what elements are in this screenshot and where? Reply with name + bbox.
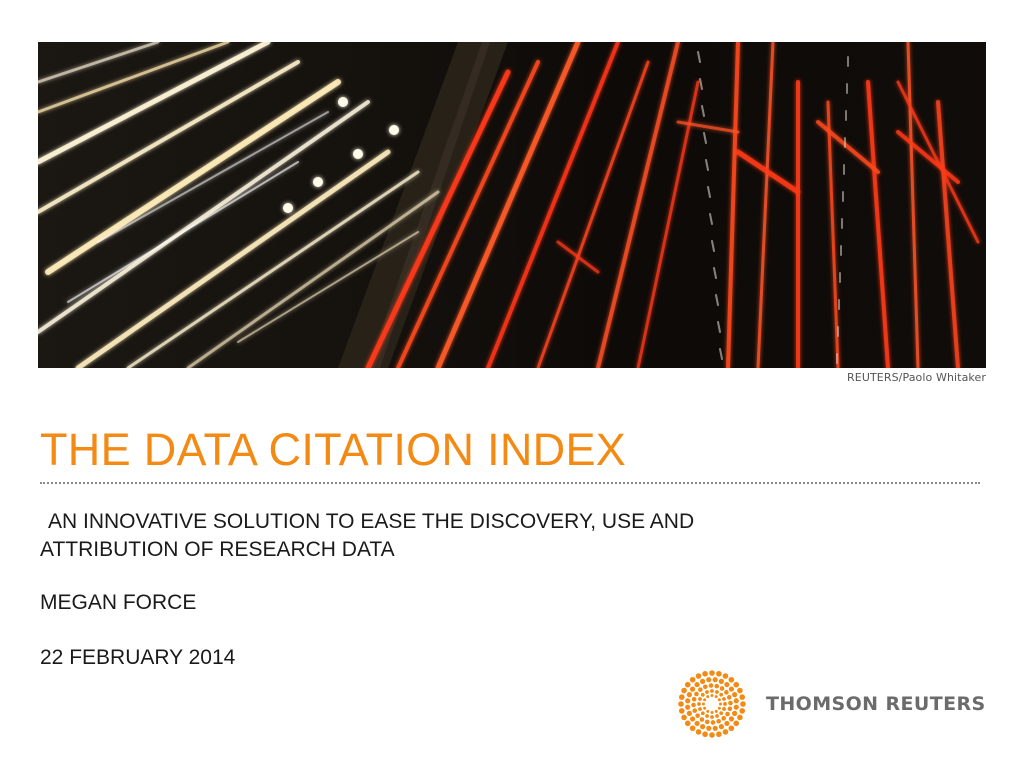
slide-subtitle: AN INNOVATIVE SOLUTION TO EASE THE DISCO… xyxy=(40,508,900,564)
subtitle-line-1: AN INNOVATIVE SOLUTION TO EASE THE DISCO… xyxy=(48,510,695,533)
brand-name: THOMSON REUTERS xyxy=(766,693,986,715)
dotted-divider xyxy=(40,482,980,484)
presenter-name: MEGAN FORCE xyxy=(40,591,197,614)
slide-title: THE DATA CITATION INDEX xyxy=(40,424,627,475)
photo-credit: REUTERS/Paolo Whitaker xyxy=(847,371,986,384)
thomson-reuters-dot-logo-icon xyxy=(678,670,746,738)
subtitle-line-2: ATTRIBUTION OF RESEARCH DATA xyxy=(40,538,395,561)
traffic-photo-illustration xyxy=(38,42,986,368)
traffic-light-trails-photo xyxy=(38,42,986,368)
presentation-date: 22 FEBRUARY 2014 xyxy=(40,646,236,669)
thomson-reuters-logo: THOMSON REUTERS xyxy=(676,668,988,740)
